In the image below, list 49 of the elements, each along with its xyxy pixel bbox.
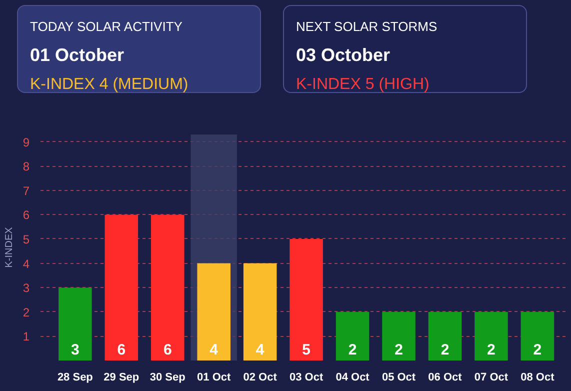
bar xyxy=(58,288,92,360)
data-label: 2 xyxy=(348,341,357,358)
data-label: 4 xyxy=(210,341,219,358)
bar xyxy=(104,214,138,360)
x-tick-label: 06 Oct xyxy=(428,372,462,384)
text: NEXT SOLAR STORMS xyxy=(296,18,438,36)
data-label: 2 xyxy=(487,341,496,358)
x-tick-label: 28 Sep xyxy=(57,372,94,384)
y-tick-label: 6 xyxy=(22,208,30,222)
x-tick-label: 29 Sep xyxy=(104,372,140,384)
y-tick-label: 1 xyxy=(22,330,30,344)
data-label: 6 xyxy=(163,341,172,358)
bar xyxy=(290,238,323,360)
x-tick-label: 02 Oct xyxy=(243,372,278,384)
text: TODAY SOLAR ACTIVITY xyxy=(30,18,184,36)
y-axis-title: K-INDEX xyxy=(4,226,15,268)
x-tick-label: 08 Oct xyxy=(520,372,555,384)
bar xyxy=(428,312,462,360)
bar xyxy=(520,312,554,360)
bar xyxy=(474,312,508,360)
bar xyxy=(336,312,370,360)
text: 01 October xyxy=(30,44,126,67)
y-tick-label: 5 xyxy=(22,232,30,246)
text: K-INDEX 4 (MEDIUM) xyxy=(30,75,188,96)
x-tick-label: 01 Oct xyxy=(197,372,232,384)
data-label: 2 xyxy=(440,341,450,358)
text: 03 October xyxy=(296,44,392,67)
y-tick-label: 4 xyxy=(22,256,30,271)
x-tick-label: 07 Oct xyxy=(474,372,508,384)
text: K-INDEX 5 (HIGH) xyxy=(296,75,430,96)
data-label: 5 xyxy=(302,341,310,358)
x-tick-label: 30 Sep xyxy=(150,372,186,384)
data-label: 3 xyxy=(71,341,80,358)
bar xyxy=(243,263,277,360)
y-tick-label: 7 xyxy=(22,184,30,198)
x-tick-label: 03 Oct xyxy=(289,372,324,384)
y-tick-label: 9 xyxy=(22,135,30,150)
y-tick-label: 2 xyxy=(22,305,30,320)
x-tick-label: 04 Oct xyxy=(336,372,370,384)
bar xyxy=(197,263,230,360)
data-label: 2 xyxy=(394,341,403,358)
data-label: 4 xyxy=(256,341,265,358)
data-label: 6 xyxy=(117,341,126,358)
y-tick-label: 8 xyxy=(22,160,30,174)
x-tick-label: 05 Oct xyxy=(382,372,416,384)
bar xyxy=(382,312,416,360)
y-tick-label: 3 xyxy=(22,281,30,296)
bar xyxy=(150,214,184,360)
data-label: 2 xyxy=(533,341,542,358)
